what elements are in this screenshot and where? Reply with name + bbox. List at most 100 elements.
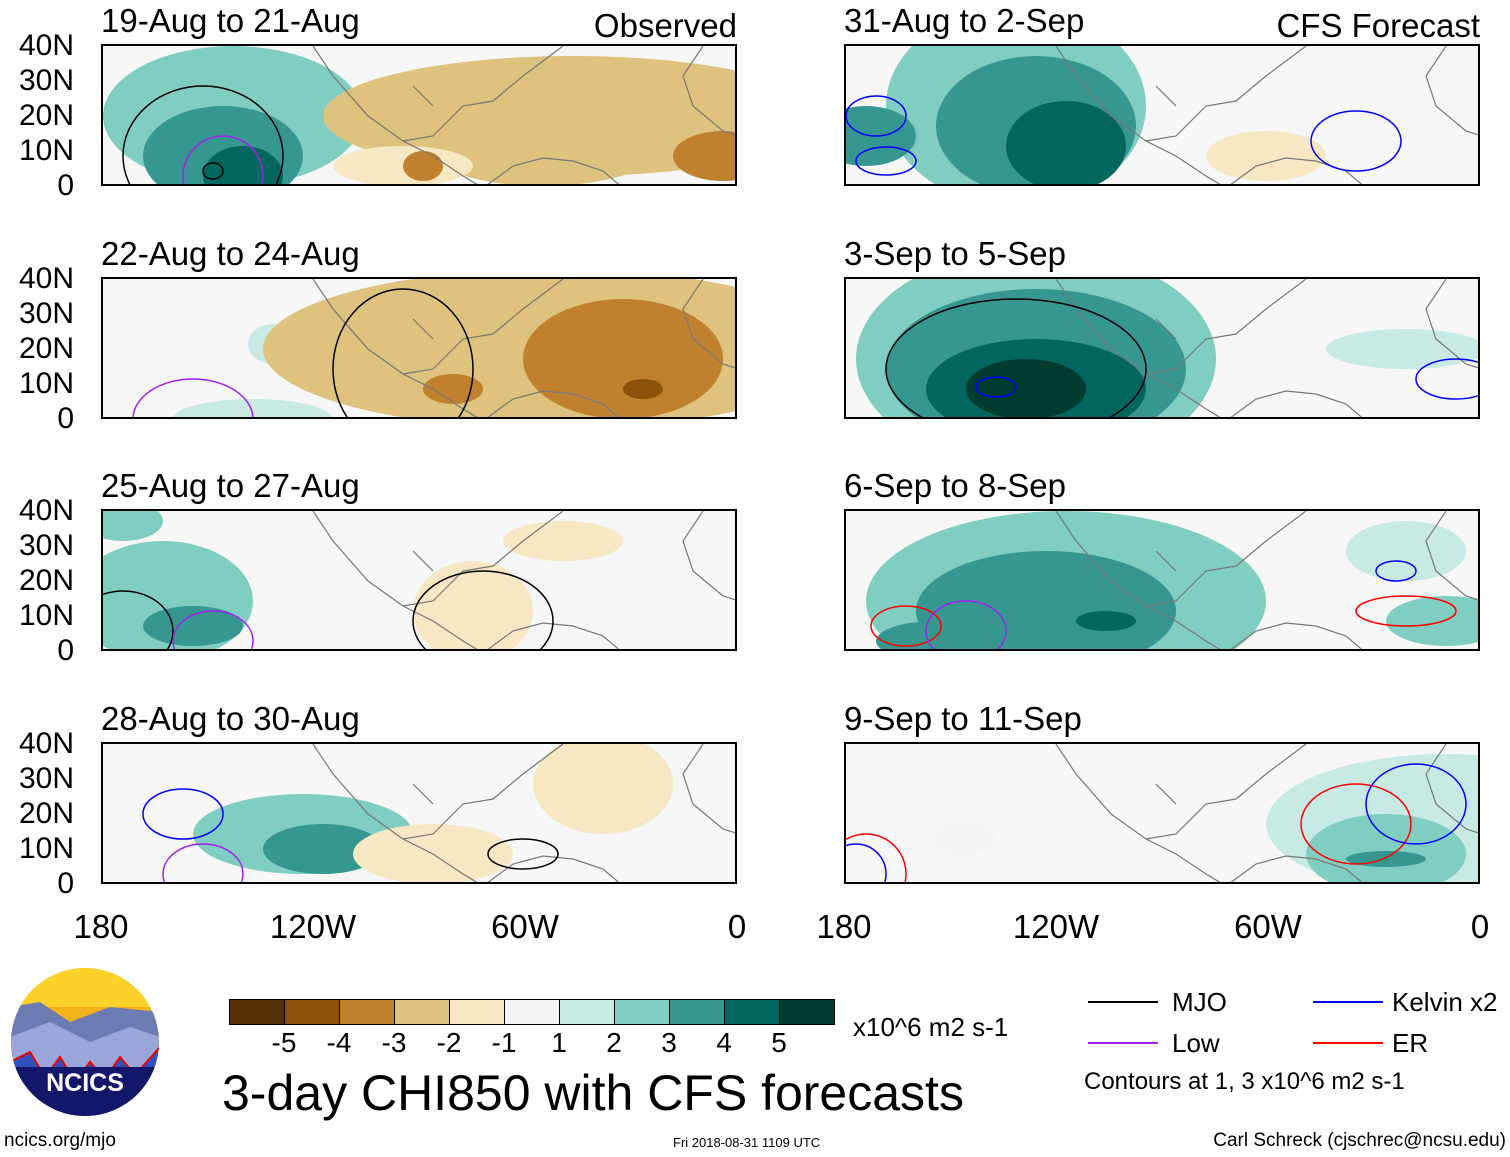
anomaly-region [503, 521, 623, 561]
contour-r [870, 605, 942, 647]
colorbar-swatch [670, 1000, 725, 1024]
y-tick-label: 20N [18, 332, 74, 365]
y-tick-label: 40N [18, 262, 74, 295]
colorbar-swatch [230, 1000, 285, 1024]
colorbar-label: 5 [771, 1027, 787, 1058]
anomaly-region [1306, 814, 1466, 882]
x-tick-label: 120W [269, 908, 357, 945]
colorbar-swatch [560, 1000, 615, 1024]
contour-note: Contours at 1, 3 x10^6 m2 s-1 [1084, 1068, 1405, 1095]
colorbar [229, 999, 835, 1025]
colorbar-units: x10^6 m2 s-1 [853, 1012, 1009, 1042]
y-tick-label: 40N [18, 727, 74, 760]
colorbar-swatch [780, 1000, 834, 1024]
x-tick-label: 0 [1470, 908, 1490, 945]
contour-l [132, 378, 254, 417]
y-tick-label: 30N [18, 297, 74, 330]
y-tick-label: 20N [18, 797, 74, 830]
anomaly-region [1206, 131, 1326, 181]
map-panel [101, 509, 737, 651]
anomaly-region [1076, 611, 1136, 631]
legend-label-mjo: MJO [1172, 987, 1227, 1017]
anomaly-region [263, 824, 383, 874]
contour-b [846, 843, 887, 882]
colorbar-swatch [615, 1000, 670, 1024]
panel-title: 25-Aug to 27-Aug [101, 467, 360, 504]
anomaly-region [876, 621, 996, 649]
y-tick-label: 40N [18, 494, 74, 527]
ncics-logo: NCICS [11, 968, 159, 1116]
panel-title: 6-Sep to 8-Sep [844, 467, 1066, 504]
colorbar-label: 1 [551, 1027, 567, 1058]
panel-tag: Observed [593, 7, 737, 44]
anomaly-region [1326, 329, 1478, 369]
footer-timestamp: Fri 2018-08-31 1109 UTC [673, 1135, 821, 1150]
contour-l [182, 135, 264, 184]
anomaly-region [173, 399, 333, 417]
legend-line-er [1313, 1042, 1383, 1044]
footer-author: Carl Schreck (cjschrec@ncsu.edu) [1213, 1130, 1506, 1151]
colorbar-label: -1 [491, 1027, 517, 1058]
contour-k [885, 298, 1147, 417]
contour-k [332, 288, 474, 417]
footer-url[interactable]: ncics.org/mjo [4, 1130, 116, 1151]
contour-k [122, 85, 284, 184]
y-tick-label: 30N [18, 529, 74, 562]
anomaly-region [936, 824, 996, 854]
y-tick-label: 0 [57, 634, 74, 667]
contour-l [925, 600, 1007, 649]
anomaly-region [966, 359, 1086, 417]
contour-l [172, 610, 254, 649]
x-tick-label: 0 [727, 908, 747, 945]
anomaly-region [103, 511, 163, 541]
colorbar-label: -2 [436, 1027, 462, 1058]
contour-k [412, 570, 554, 649]
y-tick-label: 40N [18, 29, 74, 62]
y-tick-label: 0 [57, 867, 74, 900]
anomaly-region [413, 561, 533, 649]
logo-text: NCICS [46, 1069, 124, 1097]
colorbar-label: -5 [271, 1027, 297, 1058]
panel-title: 22-Aug to 24-Aug [101, 235, 360, 272]
legend-line-kelvin [1313, 1001, 1383, 1003]
panel-title: 9-Sep to 11-Sep [844, 700, 1082, 737]
contour-l [162, 843, 244, 882]
contour-b [855, 146, 917, 176]
x-tick-label: 180 [816, 908, 872, 945]
anomaly-region [1346, 521, 1466, 581]
anomaly-region [423, 374, 483, 404]
colorbar-swatch [450, 1000, 505, 1024]
contour-b [975, 376, 1017, 398]
contour-k [202, 162, 224, 180]
y-tick-label: 30N [18, 64, 74, 97]
map-panel [101, 742, 737, 884]
y-tick-label: 0 [57, 402, 74, 435]
anomaly-region [143, 606, 243, 646]
colorbar-label: 4 [716, 1027, 732, 1058]
y-tick-label: 10N [18, 832, 74, 865]
y-tick-label: 20N [18, 564, 74, 597]
x-tick-label: 180 [73, 908, 129, 945]
panel-title: 19-Aug to 21-Aug [101, 2, 360, 39]
x-tick-label: 60W [491, 908, 559, 945]
anomaly-region [403, 151, 443, 181]
anomaly-region [1006, 101, 1126, 184]
contour-k [487, 838, 559, 870]
panel-tag: CFS Forecast [1276, 7, 1480, 44]
legend-label-low: Low [1172, 1028, 1220, 1058]
contour-b [1365, 763, 1467, 845]
contour-r [1355, 595, 1457, 627]
x-tick-label: 120W [1012, 908, 1100, 945]
y-tick-label: 10N [18, 134, 74, 167]
map-panel [844, 742, 1480, 884]
anomaly-region [673, 131, 735, 181]
panel-title: 31-Aug to 2-Sep [844, 2, 1085, 39]
x-tick-label: 60W [1234, 908, 1302, 945]
contour-b [1415, 358, 1478, 400]
anomaly-region [533, 744, 673, 834]
contour-k [103, 590, 174, 649]
coastline [1055, 511, 1478, 649]
map-panel [844, 44, 1480, 186]
colorbar-swatch [340, 1000, 395, 1024]
colorbar-label: -4 [326, 1027, 352, 1058]
